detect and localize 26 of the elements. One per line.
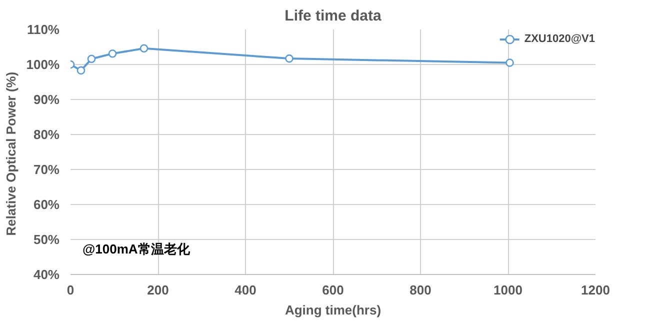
y-tick-label: 70%: [33, 162, 60, 177]
y-tick-label: 40%: [33, 267, 60, 282]
annotation: @100mA常温老化: [82, 242, 191, 256]
point: [76, 66, 86, 75]
y-tick-label: 50%: [33, 232, 60, 247]
x-tick-label: 0: [66, 282, 74, 298]
point: [285, 54, 294, 63]
point: [108, 50, 117, 58]
y-axis-title: Relative Optical Power (%): [3, 72, 18, 236]
legend-label: ZXU1020@V1: [524, 33, 595, 45]
x-tick-label: 200: [147, 282, 169, 298]
x-tick-label: 800: [410, 282, 432, 298]
y-tick-label: 90%: [33, 92, 60, 107]
x-tick-label: 400: [234, 282, 256, 298]
y-tick-label: 100%: [26, 57, 60, 72]
y-tick-label: 60%: [33, 197, 60, 212]
x-tick-label: 600: [322, 282, 344, 298]
chart-title: Life time data: [284, 8, 382, 24]
point: [140, 44, 148, 53]
point: [87, 54, 96, 64]
x-axis-title: Aging time(hrs): [284, 302, 382, 318]
x-tick-label: 1000: [494, 282, 522, 298]
y-tick-label: 80%: [33, 127, 60, 142]
point: [506, 58, 514, 67]
x-tick-label: 1200: [581, 282, 610, 298]
y-tick-label: 110%: [26, 22, 60, 37]
